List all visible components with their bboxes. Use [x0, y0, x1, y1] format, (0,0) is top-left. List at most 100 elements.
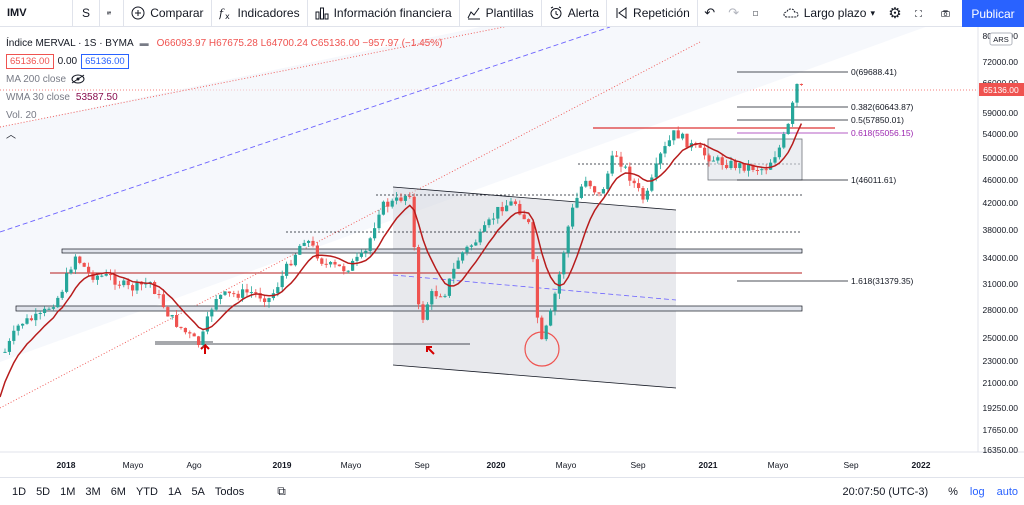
candle-body [535, 259, 539, 318]
financials-button[interactable]: Información financiera [308, 0, 460, 27]
price-tick-label: 59000.00 [983, 108, 1019, 118]
range-button-5a[interactable]: 5A [191, 485, 205, 498]
time-tick-label: 2020 [487, 460, 506, 470]
candle-body [742, 163, 746, 171]
candle-body [219, 294, 223, 300]
candle-body [183, 327, 187, 333]
price-tick-label: 34000.00 [983, 253, 1019, 263]
candle-body [465, 246, 469, 253]
candle-body [7, 340, 11, 352]
range-button-3m[interactable]: 3M [85, 485, 101, 498]
candle-body [267, 298, 271, 303]
candle-body [320, 258, 324, 264]
ma200-label: MA 200 close [6, 73, 67, 85]
candle-body [461, 252, 465, 261]
candle-body [223, 291, 227, 295]
symbol-search[interactable]: IMV [0, 0, 73, 27]
bid-price[interactable]: 65136.00 [6, 53, 54, 69]
clock-time[interactable]: 20:07:50 (UTC-3) [842, 486, 929, 498]
redo-button[interactable]: ↷ [722, 0, 746, 27]
auto-toggle[interactable]: auto [996, 486, 1018, 498]
price-tick-label: 25000.00 [983, 333, 1019, 343]
wma-line [0, 123, 803, 398]
ask-price[interactable]: 65136.00 [81, 53, 129, 69]
chart-type-button[interactable] [100, 0, 125, 27]
candle-body [769, 162, 773, 170]
candle-body [531, 222, 535, 260]
saved-layout-button[interactable]: Largo plazo ▾ [776, 0, 882, 27]
candle-body [298, 245, 302, 255]
percent-toggle[interactable]: % [948, 486, 958, 498]
interval-button[interactable]: S [73, 0, 101, 27]
candle-body [553, 293, 557, 311]
goto-date-icon[interactable]: ⧉ [277, 484, 286, 498]
fib-label: 0(69688.41) [851, 67, 897, 77]
range-button-6m[interactable]: 6M [110, 485, 126, 498]
candle-body [131, 285, 135, 291]
candle-body [307, 240, 311, 243]
templates-icon [467, 7, 480, 20]
gear-icon: ⚙ [888, 5, 902, 22]
chart-area[interactable]: 80000.0072000.0066000.0059000.0054000.00… [0, 27, 1024, 477]
replay-button[interactable]: Repetición [607, 0, 698, 27]
candle-body [755, 170, 759, 172]
cloud-icon [783, 8, 799, 18]
candle-body [368, 238, 372, 251]
date-range-group: 1D 5D 1M 3M 6M YTD 1A 5A Todos [7, 486, 249, 498]
collapse-legend-icon[interactable]: ︿ [6, 129, 16, 141]
candle-body [192, 333, 196, 337]
candle-body [126, 280, 130, 286]
range-button-todos[interactable]: Todos [214, 485, 245, 498]
candle-body [157, 294, 161, 296]
candle-body [549, 310, 553, 326]
bottom-right-controls: 20:07:50 (UTC-3) % log auto [837, 478, 1024, 505]
layout-select-button[interactable] [746, 0, 770, 27]
candle-body [12, 330, 16, 341]
candle-body [795, 83, 799, 103]
candle-body [373, 228, 377, 239]
compare-button[interactable]: Comparar [124, 0, 212, 27]
candle-body [109, 273, 113, 276]
ma200-row: MA 200 close [6, 70, 442, 88]
candle-body [773, 157, 777, 163]
candle-body [29, 318, 33, 321]
currency-label: ARS [993, 35, 1008, 44]
templates-button[interactable]: Plantillas [460, 0, 542, 27]
price-chart[interactable]: 80000.0072000.0066000.0059000.0054000.00… [0, 27, 1024, 477]
bid-ask-row: 65136.00 0.00 65136.00 [6, 52, 442, 70]
snapshot-button[interactable] [934, 0, 962, 27]
alert-button[interactable]: Alerta [542, 0, 608, 27]
candle-body [764, 169, 768, 171]
candle-body [364, 250, 368, 253]
log-toggle[interactable]: log [969, 486, 985, 498]
undo-button[interactable]: ↶ [698, 0, 722, 27]
candle-body [329, 261, 333, 265]
candle-body [474, 242, 478, 246]
compare-label: Comparar [150, 6, 204, 20]
fullscreen-button[interactable] [908, 0, 934, 27]
candle-body [641, 188, 645, 200]
range-button-5d[interactable]: 5D [36, 485, 51, 498]
candle-body [566, 226, 570, 253]
candle-body [452, 268, 456, 279]
legend-collapse-icon[interactable]: ▬ [139, 38, 149, 48]
publish-button[interactable]: Publicar [962, 0, 1024, 27]
resistance-zone-upper [61, 248, 803, 254]
candle-body [276, 287, 280, 294]
candle-body [491, 218, 495, 220]
range-button-ytd[interactable]: YTD [135, 485, 158, 498]
candle-body [610, 155, 614, 174]
range-button-1d[interactable]: 1D [12, 485, 27, 498]
candle-body [210, 309, 214, 317]
range-button-1m[interactable]: 1M [60, 485, 76, 498]
candle-body [232, 293, 236, 295]
fib-label: 0.382(60643.87) [851, 102, 914, 112]
candle-body [606, 173, 610, 190]
range-button-1a[interactable]: 1A [167, 485, 182, 498]
settings-button[interactable]: ⚙ [882, 0, 908, 27]
candle-body [698, 145, 702, 148]
price-tick-label: 54000.00 [983, 129, 1019, 139]
time-tick-label: Mayo [556, 460, 577, 470]
eye-hidden-icon[interactable] [71, 74, 85, 84]
